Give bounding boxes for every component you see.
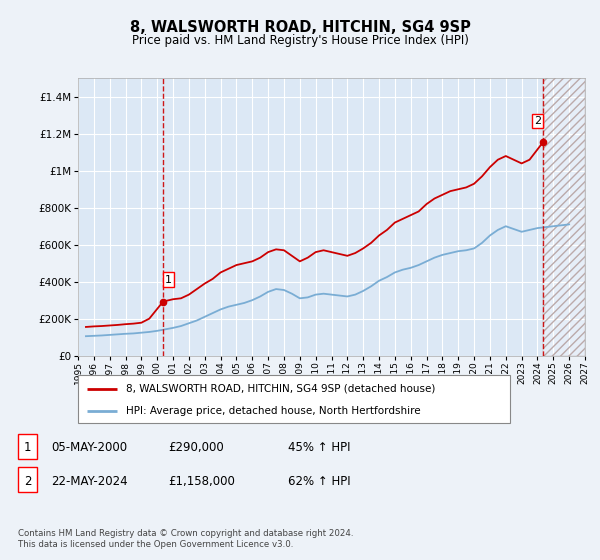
Bar	[544, 78, 585, 356]
FancyBboxPatch shape	[78, 375, 510, 423]
Bar	[544, 78, 585, 356]
Text: 2: 2	[534, 116, 541, 126]
Text: 8, WALSWORTH ROAD, HITCHIN, SG4 9SP: 8, WALSWORTH ROAD, HITCHIN, SG4 9SP	[130, 20, 470, 35]
Text: 8, WALSWORTH ROAD, HITCHIN, SG4 9SP (detached house): 8, WALSWORTH ROAD, HITCHIN, SG4 9SP (det…	[125, 384, 435, 394]
Text: 1: 1	[24, 441, 31, 454]
Text: Contains HM Land Registry data © Crown copyright and database right 2024.
This d: Contains HM Land Registry data © Crown c…	[18, 529, 353, 549]
Text: 2: 2	[24, 474, 31, 488]
Text: £1,158,000: £1,158,000	[168, 474, 235, 488]
Text: 62% ↑ HPI: 62% ↑ HPI	[288, 474, 350, 488]
Text: HPI: Average price, detached house, North Hertfordshire: HPI: Average price, detached house, Nort…	[125, 406, 420, 416]
Text: 1: 1	[165, 274, 172, 284]
Text: Price paid vs. HM Land Registry's House Price Index (HPI): Price paid vs. HM Land Registry's House …	[131, 34, 469, 46]
Text: £290,000: £290,000	[168, 441, 224, 454]
Text: 22-MAY-2024: 22-MAY-2024	[51, 474, 128, 488]
Text: 45% ↑ HPI: 45% ↑ HPI	[288, 441, 350, 454]
Text: 05-MAY-2000: 05-MAY-2000	[51, 441, 127, 454]
